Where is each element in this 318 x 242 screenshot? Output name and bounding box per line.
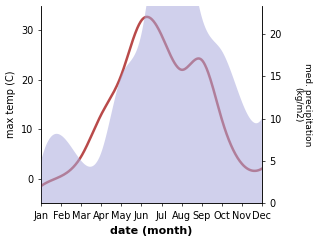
- X-axis label: date (month): date (month): [110, 227, 193, 236]
- Y-axis label: med. precipitation
(kg/m2): med. precipitation (kg/m2): [293, 63, 313, 146]
- Y-axis label: max temp (C): max temp (C): [5, 71, 16, 138]
